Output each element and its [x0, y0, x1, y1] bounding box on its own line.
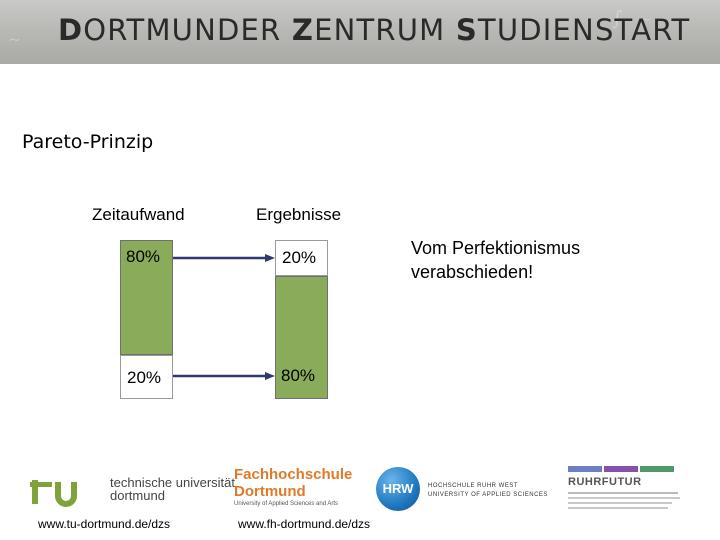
title-word: ENTRUM [314, 13, 456, 47]
arrow-head-top [265, 254, 275, 262]
connector-arrows [173, 254, 275, 380]
tu-dortmund-logo: technische universität dortmund [30, 472, 235, 508]
chalk-decoration: ∫ [612, 6, 623, 30]
tu-name-line: technische universität [110, 475, 236, 490]
left-bottom-cell: 20% [120, 355, 173, 399]
quote-text: Vom Perfektionismus verabschieden! [411, 236, 580, 284]
ruhrfutur-title: RUHRFUTUR [568, 476, 642, 488]
title-word: ORTMUNDER [83, 13, 292, 47]
quote-line: verabschieden! [411, 262, 534, 282]
header-title: DORTMUNDER ZENTRUM STUDIENSTART [58, 13, 690, 47]
ruhrfutur-logo: RUHRFUTUR [568, 466, 708, 514]
fh-tagline: University of Applied Sciences and Arts [234, 501, 339, 507]
fh-dortmund-logo: Fachhochschule Dortmund University of Ap… [234, 466, 364, 514]
title-initial: S [455, 13, 478, 47]
column-header-left: Zeitaufwand [92, 205, 185, 224]
right-result-bar [275, 276, 328, 399]
left-top-label: 80% [126, 247, 161, 266]
tu-name-line: dortmund [110, 488, 165, 503]
title-initial: D [58, 13, 84, 47]
tu-logo-mark [30, 480, 77, 507]
chalk-decoration: ~ [8, 30, 22, 49]
hrw-logo: HRW HOCHSCHULE RUHR WEST UNIVERSITY OF A… [374, 466, 554, 512]
title-initial: Z [291, 13, 315, 47]
header-banner: ∫ ~ ~ DORTMUNDER ZENTRUM STUDIENSTART [0, 0, 720, 64]
column-header-right: Ergebnisse [256, 205, 342, 224]
title-word: TUDIENSTART [477, 13, 691, 47]
hrw-badge: HRW [376, 467, 420, 511]
url-fh[interactable]: www.fh-dortmund.de/dzs [238, 517, 371, 531]
hrw-name-line: HOCHSCHULE RUHR WEST [428, 483, 519, 489]
right-bottom-label: 80% [281, 366, 316, 385]
arrow-head-bottom [265, 372, 275, 380]
hrw-name-line: UNIVERSITY OF APPLIED SCIENCES [428, 492, 548, 498]
ruhrfutur-stripes [568, 466, 708, 472]
quote-line: Vom Perfektionismus [411, 238, 581, 258]
chalk-decoration: ~ [640, 12, 652, 28]
right-top-cell: 20% [275, 240, 328, 276]
url-tu[interactable]: www.tu-dortmund.de/dzs [38, 517, 171, 531]
left-time-bar [120, 240, 173, 355]
slide-subtitle: Pareto-Prinzip [22, 131, 154, 153]
fh-name-line: Dortmund [234, 483, 306, 500]
fh-name-line: Fachhochschule [234, 466, 353, 483]
